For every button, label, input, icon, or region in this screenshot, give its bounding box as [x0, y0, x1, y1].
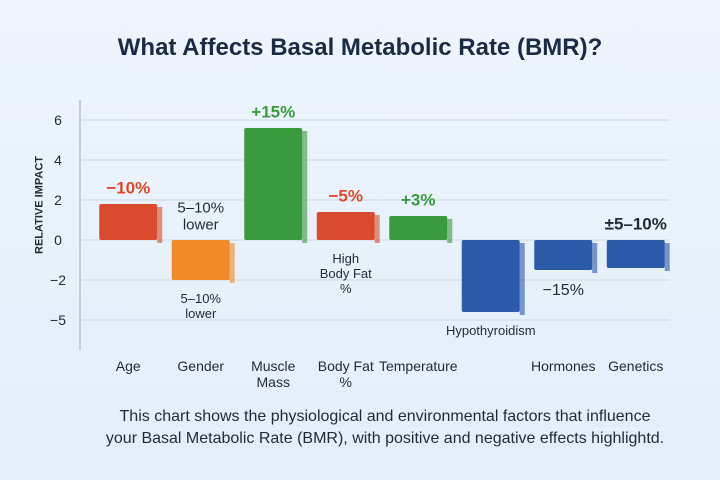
bar-side [664, 243, 670, 271]
note-above: +15% [251, 102, 296, 122]
bar-side [592, 243, 598, 273]
y-tick-label: 2 [54, 191, 62, 208]
chart-title: What Affects Basal Metabolic Rate (BMR)? [117, 34, 603, 61]
bar [606, 240, 665, 268]
bar-side [157, 207, 163, 243]
bar-side [302, 131, 308, 243]
caption: This chart shows the physiological and e… [105, 408, 665, 448]
x-tick-label: Muscle Mass [251, 358, 296, 391]
bar-side [229, 243, 235, 283]
bar [534, 240, 593, 270]
bar [389, 216, 448, 240]
note-below: −15% [542, 282, 584, 299]
x-tick-label: Gender [177, 358, 225, 374]
bar-side [447, 219, 453, 243]
x-tick-label: Hormones [530, 358, 596, 374]
bar [171, 240, 230, 280]
note-above: −5% [328, 186, 364, 206]
x-tick-label: Age [115, 358, 141, 374]
note-above: −10% [106, 178, 151, 198]
bar-side [519, 243, 525, 315]
y-axis-label: RELATIVE IMPACT [33, 156, 46, 254]
y-tick-label: 6 [54, 111, 62, 128]
bar [244, 128, 303, 240]
bar-side [374, 215, 380, 243]
note-below: 5–10% lower [180, 291, 221, 321]
x-tick-label: Temperature [378, 358, 458, 374]
note-below: High Body Fat % [319, 251, 372, 296]
bar [99, 204, 158, 240]
x-tick-label: Body Fat % [317, 358, 374, 391]
note-below: Hypothyroidism [445, 323, 536, 338]
y-tick-label: −2 [50, 271, 66, 288]
note-above: ±5–10% [604, 214, 667, 234]
y-tick-label: 4 [54, 151, 62, 168]
y-tick-label: 0 [54, 231, 62, 248]
note-above: 5–10% lower [177, 199, 225, 234]
note-above: +3% [401, 190, 436, 210]
bar [461, 240, 520, 312]
bar [316, 212, 375, 240]
y-tick-label: −5 [50, 311, 66, 328]
x-tick-label: Genetics [608, 358, 664, 374]
